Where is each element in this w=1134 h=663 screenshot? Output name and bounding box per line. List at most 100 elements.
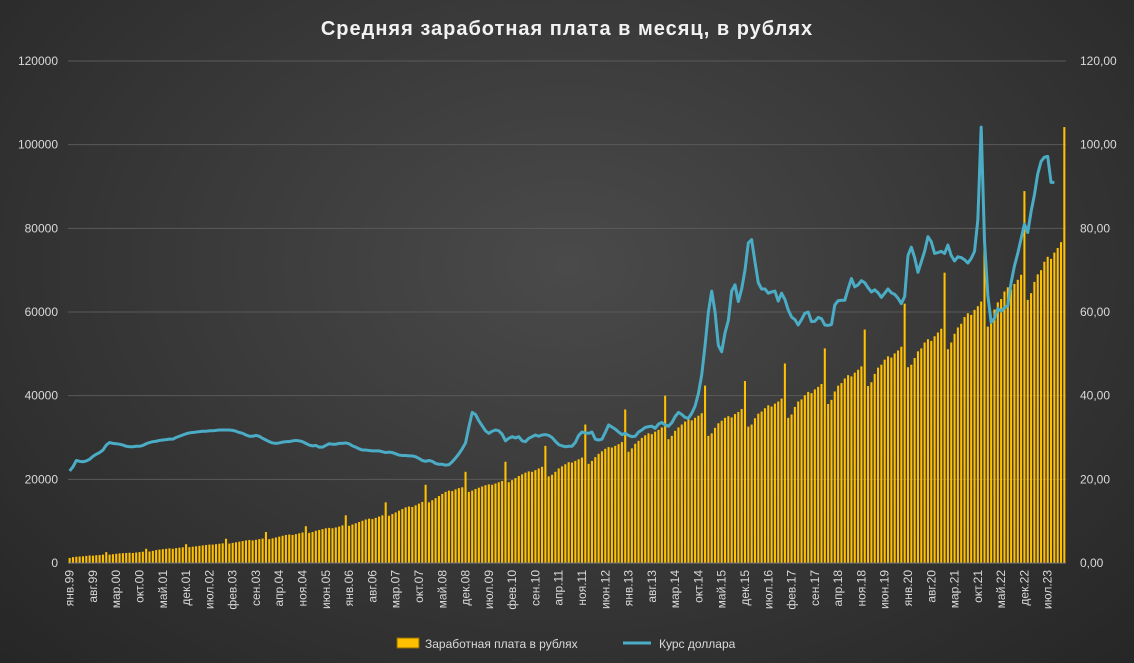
x-tick-label: авг.99	[86, 570, 100, 603]
x-tick-label: июл.02	[202, 570, 216, 609]
salary-bar	[873, 373, 876, 563]
salary-bar	[178, 547, 181, 563]
salary-bar	[737, 411, 740, 563]
salary-bar	[587, 463, 590, 563]
salary-bar	[131, 552, 134, 563]
salary-bar	[940, 328, 943, 563]
salary-bar	[198, 545, 201, 563]
salary-bar	[361, 520, 364, 563]
salary-bar	[843, 378, 846, 563]
x-tick-label: сен.17	[808, 570, 822, 606]
salary-bar	[231, 542, 234, 563]
salary-bar	[1043, 261, 1046, 563]
salary-bar	[294, 534, 297, 563]
salary-bar	[151, 550, 154, 563]
salary-bar	[497, 482, 500, 563]
dollar-line-layer	[68, 125, 1055, 472]
salary-bar	[288, 534, 291, 563]
x-tick-label: мар.14	[668, 570, 682, 609]
salary-bar	[624, 409, 627, 563]
dollar-rate-line	[68, 125, 1055, 472]
salary-bar	[68, 557, 71, 563]
salary-bar	[803, 395, 806, 563]
salary-bar	[248, 539, 251, 563]
salary-bar	[95, 555, 98, 563]
salary-bar	[567, 462, 570, 563]
x-tick-label: мар.07	[389, 570, 403, 609]
salary-bar	[863, 329, 866, 563]
y-right-tick-label: 80,00	[1080, 221, 1110, 235]
salary-bar	[487, 484, 490, 563]
x-tick-label: янв.13	[622, 570, 636, 607]
salary-bar	[201, 545, 204, 563]
salary-bar	[690, 420, 693, 563]
salary-bar	[684, 421, 687, 563]
salary-bar	[331, 528, 334, 563]
salary-bar	[723, 417, 727, 563]
salary-bar	[118, 553, 121, 563]
salary-bar	[145, 548, 148, 563]
salary-bar	[707, 435, 710, 563]
salary-bar	[574, 460, 577, 563]
x-tick-label: июл.23	[1041, 570, 1055, 609]
salary-bar	[81, 556, 85, 563]
salary-bar	[956, 327, 959, 563]
x-tick-label: апр.18	[831, 570, 845, 607]
salary-bar	[378, 516, 381, 563]
salary-bar	[807, 391, 810, 563]
salary-bar	[344, 515, 347, 563]
salary-bar	[930, 340, 933, 563]
salary-bar	[634, 443, 637, 563]
x-tick-label: окт.14	[691, 570, 705, 603]
salary-bar	[900, 346, 903, 563]
salary-bar	[195, 546, 198, 563]
salary-bar	[747, 426, 750, 563]
salary-bar	[351, 524, 354, 563]
salary-bar	[893, 353, 896, 563]
salary-bar	[544, 445, 547, 563]
salary-bar	[963, 317, 966, 563]
y-right-tick-label: 100,00	[1080, 138, 1117, 152]
salary-bar	[334, 527, 337, 563]
salary-bar	[481, 486, 484, 563]
salary-bar	[600, 451, 603, 563]
salary-bar	[291, 534, 294, 563]
salary-bar	[537, 468, 540, 563]
salary-bar	[550, 474, 554, 563]
salary-bar	[165, 548, 168, 563]
salary-bar	[960, 323, 963, 563]
salary-bar	[251, 540, 254, 563]
salary-bar	[750, 424, 753, 563]
salary-bar	[324, 528, 327, 563]
salary-bar	[654, 431, 657, 563]
x-tick-label: дек.01	[179, 570, 193, 606]
salary-bar	[1033, 281, 1036, 563]
x-tick-label: окт.07	[412, 570, 426, 603]
salary-bar	[298, 533, 301, 563]
salary-bar	[710, 433, 713, 563]
salary-bar	[584, 424, 587, 563]
salary-bar	[933, 336, 936, 563]
salary-bar	[936, 332, 939, 563]
salary-bar	[78, 556, 81, 563]
salary-bar	[916, 351, 919, 563]
x-tick-label: июн.19	[878, 570, 892, 609]
x-tick-label: авг.06	[365, 570, 379, 603]
salary-bar	[983, 236, 986, 563]
salary-bar	[797, 401, 800, 563]
salary-bar	[714, 427, 717, 563]
salary-bar	[514, 478, 517, 563]
salary-bar	[467, 491, 470, 563]
salary-bar	[670, 435, 673, 563]
salary-bar	[607, 447, 610, 563]
salary-bar	[980, 301, 983, 563]
salary-bar	[697, 415, 700, 563]
salary-bar	[594, 457, 597, 563]
salary-bar	[717, 423, 720, 563]
salary-bar	[424, 484, 427, 563]
salary-bar	[507, 482, 510, 563]
salary-bar	[517, 475, 520, 563]
salary-bar	[368, 518, 371, 563]
salary-bar	[181, 547, 184, 563]
salary-bar	[115, 553, 118, 563]
